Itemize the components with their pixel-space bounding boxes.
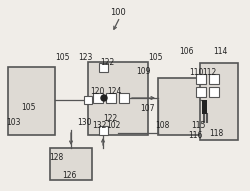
Bar (84, 96, 92, 104)
Text: 124: 124 (107, 87, 121, 96)
Bar (99, 126, 108, 135)
Bar (200, 63, 238, 140)
Text: 120: 120 (90, 87, 104, 96)
Text: 122: 122 (103, 113, 117, 122)
Bar (8, 67, 55, 135)
Text: 105: 105 (21, 103, 35, 112)
Text: 118: 118 (209, 129, 223, 138)
Bar (93, 93, 103, 103)
Text: 105: 105 (148, 53, 162, 62)
Text: 100: 100 (110, 7, 126, 16)
Bar (119, 93, 129, 103)
Bar (209, 87, 219, 97)
Bar (158, 78, 201, 135)
Bar (88, 62, 148, 135)
Bar (50, 148, 92, 180)
Text: 105: 105 (55, 53, 69, 62)
Bar (106, 93, 116, 103)
Text: 123: 123 (78, 53, 92, 62)
Text: 102: 102 (106, 121, 120, 130)
Text: 112: 112 (202, 67, 216, 77)
Text: 103: 103 (6, 117, 20, 126)
Circle shape (101, 95, 107, 101)
Text: 128: 128 (49, 152, 63, 162)
Text: 115: 115 (191, 121, 205, 130)
Text: 108: 108 (155, 121, 169, 129)
Text: 122: 122 (100, 57, 114, 66)
Text: 110: 110 (189, 67, 203, 77)
Text: 107: 107 (140, 104, 154, 112)
Text: 106: 106 (179, 46, 193, 56)
Text: 132: 132 (92, 121, 106, 130)
Bar (99, 63, 108, 72)
Bar (209, 74, 219, 84)
Text: 130: 130 (77, 117, 91, 126)
Bar (202, 100, 207, 114)
Text: 109: 109 (136, 66, 150, 75)
Text: 126: 126 (62, 172, 76, 180)
Bar (196, 74, 206, 84)
Bar (196, 87, 206, 97)
Text: 114: 114 (213, 46, 227, 56)
Text: 116: 116 (188, 131, 202, 141)
